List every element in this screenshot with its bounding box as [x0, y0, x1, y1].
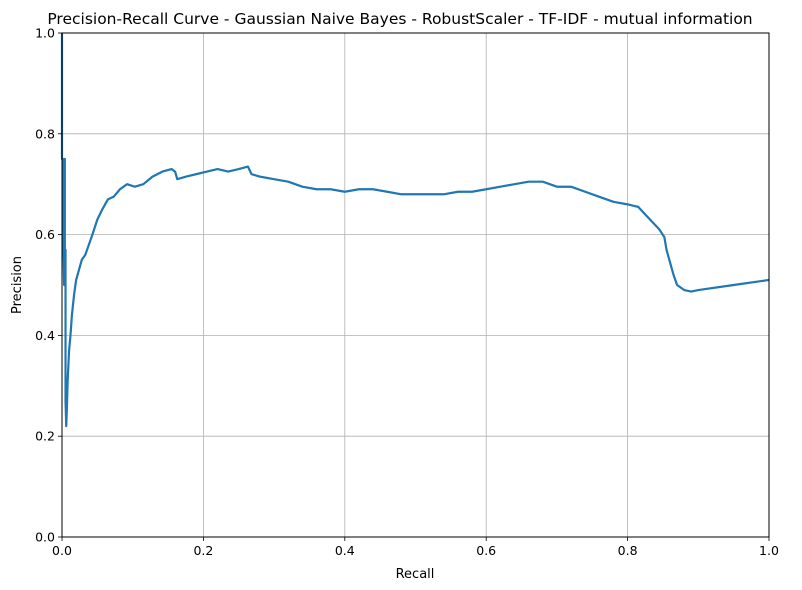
y-tick-label: 0.2 — [35, 429, 55, 444]
x-tick-label: 1.0 — [759, 543, 779, 558]
x-tick-label: 0.2 — [193, 543, 213, 558]
y-tick-label: 0.8 — [35, 126, 55, 141]
y-tick-label: 1.0 — [35, 26, 55, 41]
x-tick-label: 0.8 — [618, 543, 638, 558]
x-tick-label: 0.4 — [335, 543, 355, 558]
y-tick-label: 0.4 — [35, 328, 55, 343]
x-axis-label: Recall — [396, 567, 435, 582]
plot-frame — [61, 32, 770, 538]
x-axis-ticks: 0.0 0.2 0.4 0.6 0.8 1.0 — [52, 537, 779, 558]
grid — [61, 32, 770, 538]
chart-title: Precision-Recall Curve - Gaussian Naive … — [47, 10, 752, 28]
pr-curve-line — [60, 33, 770, 428]
x-tick-label: 0.0 — [52, 543, 72, 558]
y-axis-ticks: 0.0 0.2 0.4 0.6 0.8 1.0 — [35, 26, 62, 545]
x-tick-label: 0.6 — [476, 543, 496, 558]
y-tick-label: 0.6 — [35, 227, 55, 242]
y-axis-label: Precision — [10, 256, 25, 314]
y-tick-label: 0.0 — [35, 530, 55, 545]
